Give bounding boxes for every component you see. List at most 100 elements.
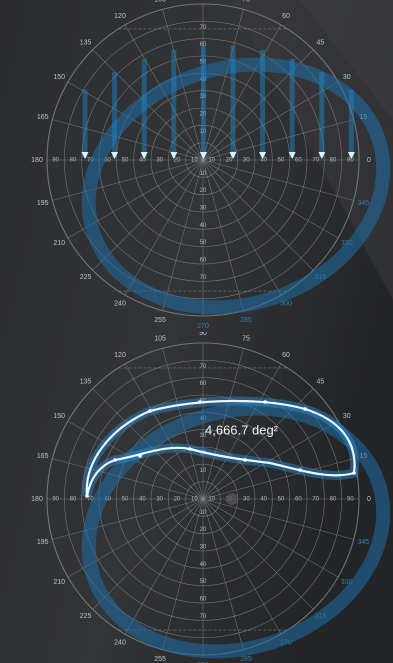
radial-label: 10 [200,171,207,177]
radial-label: 90 [347,497,354,503]
area-vertex [113,458,117,462]
angle-label: 225 [80,274,92,281]
radial-label: 70 [200,275,207,281]
arrow-head [288,152,296,159]
angle-label: 120 [114,352,126,359]
arrow-head [170,152,178,159]
grid-spoke [202,159,339,239]
grid-spoke [202,458,354,500]
radial-label: 40 [139,158,146,164]
grid-spoke [202,159,354,201]
radial-label: 10 [208,158,215,164]
radial-label: 50 [200,240,207,246]
angle-label: 225 [80,613,92,620]
grid-spoke [202,159,314,271]
radial-label: 60 [200,258,207,264]
angle-label: 150 [53,413,65,420]
radial-label: 20 [174,158,181,164]
angle-label: 135 [80,39,92,46]
radial-label: 60 [295,158,302,164]
area-vertex [352,471,356,475]
grid-spoke [162,498,204,650]
radial-label: 20 [200,527,207,533]
arrow-head [229,152,237,159]
grid-spoke [202,498,354,540]
radial-label: 10 [200,468,207,474]
radial-label: 40 [260,497,267,503]
radial-label: 10 [200,510,207,516]
grid-spoke [67,81,204,161]
radial-label: 20 [200,451,207,457]
angle-label: 0 [367,496,371,503]
grid-spoke [202,119,354,161]
radial-label: 60 [295,497,302,503]
radial-label: 60 [200,42,207,48]
grid-spoke [52,119,204,161]
fixation-marker [226,493,238,505]
area-vertex [188,447,192,451]
grid-spoke [202,498,244,650]
angle-label: 165 [37,453,49,460]
angle-label: 45 [316,378,324,385]
area-vertex [85,494,89,498]
radial-label: 30 [156,497,163,503]
area-vertex [148,409,152,413]
angle-label: 195 [37,539,49,546]
grid-spoke [202,159,244,311]
grid-spoke [202,9,244,161]
angle-label: 270 [197,323,209,330]
grid-spoke [52,458,204,500]
angle-label: 255 [154,656,166,663]
radial-label: 80 [330,497,337,503]
angle-label: 180 [31,157,43,164]
polar-grid: 90 80 70 60 50 40 30 20 10 10 20 30 40 50 60 70 80 90 70 60… [31,332,371,663]
radial-label: 70 [312,158,319,164]
angle-label: 330 [341,579,353,586]
grid-spoke [202,159,282,296]
angle-label: 345 [357,200,369,207]
angle-label: 165 [37,114,49,121]
polar-arrow-plot: 90 80 70 60 50 40 30 20 10 10 20 30 40 50 60 70 80 90 70 60… [31,0,391,330]
angle-label: 180 [31,496,43,503]
radial-label: 50 [122,497,129,503]
angle-label: 285 [240,317,252,324]
area-vertex [298,468,302,472]
radial-label: 50 [200,579,207,585]
radial-label: 40 [200,562,207,568]
angle-label: 105 [154,336,166,343]
radial-label: 70 [312,497,319,503]
area-plot-panel: 90 80 70 60 50 40 30 20 10 10 20 30 40 50 60 70 80 90 70 60… [0,332,393,663]
polar-area-plot: 90 80 70 60 50 40 30 20 10 10 20 30 40 50 60 70 80 90 70 60… [31,332,391,663]
area-value-label: 4,666.7 deg² [205,422,279,437]
angle-label: 195 [37,200,49,207]
angle-label: 105 [154,0,166,4]
radial-label: 90 [52,158,59,164]
radial-label: 90 [347,158,354,164]
grid-spoke [202,348,244,500]
radial-label: 80 [70,158,77,164]
radial-label: 30 [200,206,207,212]
grid-spoke [92,498,204,610]
angle-label: 90 [199,332,207,337]
grid-spoke [124,159,204,296]
grid-spoke [92,159,204,271]
arrow-head [347,152,355,159]
radial-label: 20 [174,497,181,503]
grid-spoke [202,81,339,161]
radial-label: 60 [104,497,111,503]
area-vertex [138,454,142,458]
angle-label: 75 [242,0,250,4]
radial-label: 50 [278,497,285,503]
area-vertex [243,458,247,462]
grid-spoke [202,498,282,635]
angle-label: 60 [282,352,290,359]
grid-spoke [202,498,339,578]
angle-label: 210 [53,579,65,586]
angle-label: 240 [114,640,126,647]
area-vertex [303,407,307,411]
radial-label: 10 [191,158,198,164]
radial-label: 60 [200,381,207,387]
angle-label: 30 [343,74,351,81]
